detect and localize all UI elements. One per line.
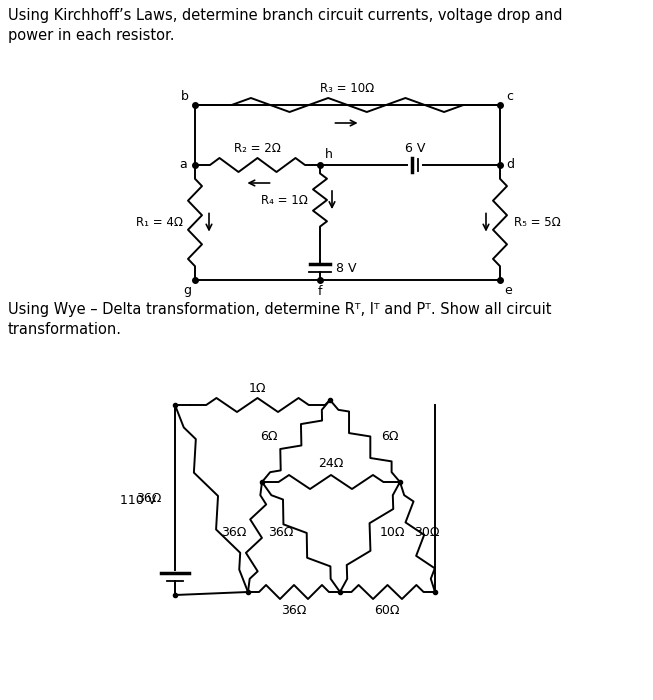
Text: 110 V: 110 V	[119, 494, 156, 507]
Text: 10Ω: 10Ω	[380, 526, 406, 538]
Text: e: e	[504, 284, 512, 297]
Text: 36Ω: 36Ω	[136, 493, 161, 505]
Text: 36Ω: 36Ω	[281, 604, 307, 617]
Text: h: h	[325, 148, 333, 161]
Text: R₄ = 1Ω: R₄ = 1Ω	[261, 193, 308, 206]
Text: 1Ω: 1Ω	[249, 382, 266, 395]
Text: R₁ = 4Ω: R₁ = 4Ω	[136, 216, 183, 229]
Text: 36Ω: 36Ω	[221, 526, 246, 538]
Text: Using Wye – Delta transformation, determine Rᵀ, Iᵀ and Pᵀ. Show all circuit
tran: Using Wye – Delta transformation, determ…	[8, 302, 552, 337]
Text: 36Ω: 36Ω	[268, 526, 293, 538]
Text: c: c	[506, 90, 513, 103]
Text: a: a	[180, 158, 187, 172]
Text: 6Ω: 6Ω	[261, 430, 278, 442]
Text: 8 V: 8 V	[336, 262, 357, 274]
Text: 6Ω: 6Ω	[381, 430, 398, 442]
Text: d: d	[506, 158, 514, 172]
Text: 24Ω: 24Ω	[318, 457, 343, 470]
Text: 30Ω: 30Ω	[414, 526, 439, 538]
Text: 60Ω: 60Ω	[374, 604, 400, 617]
Text: Using Kirchhoff’s Laws, determine branch circuit currents, voltage drop and
powe: Using Kirchhoff’s Laws, determine branch…	[8, 8, 562, 43]
Text: R₂ = 2Ω: R₂ = 2Ω	[234, 142, 281, 155]
Text: g: g	[183, 284, 191, 297]
Text: 6 V: 6 V	[405, 142, 425, 155]
Text: f: f	[318, 285, 322, 298]
Text: b: b	[181, 90, 189, 103]
Text: R₅ = 5Ω: R₅ = 5Ω	[514, 216, 561, 229]
Text: R₃ = 10Ω: R₃ = 10Ω	[321, 82, 375, 95]
